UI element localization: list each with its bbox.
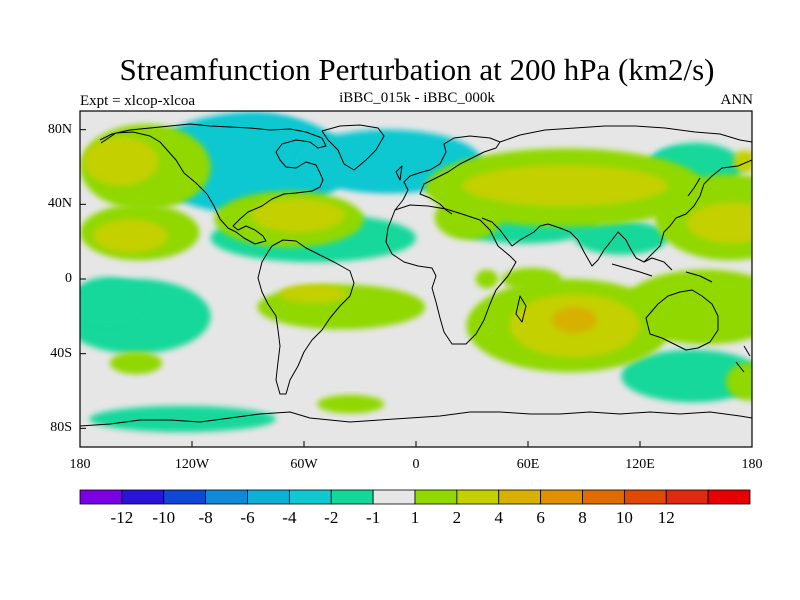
colorbar-swatch	[707, 489, 751, 505]
coastline-africa	[385, 204, 517, 345]
field-region-30	[475, 269, 499, 289]
field-region-33	[83, 137, 159, 186]
coastline-new-zealand	[735, 345, 751, 373]
field-region-40	[552, 307, 598, 334]
coastline-indonesia	[611, 257, 713, 283]
colorbar-swatch	[330, 489, 374, 505]
y-tick-label: 40S	[50, 345, 72, 361]
colorbar-swatch	[498, 489, 542, 505]
x-tick-label: 120W	[174, 457, 210, 472]
colorbar-label: -6	[240, 508, 255, 527]
coastline-japan	[687, 177, 701, 197]
x-tick-label: 180	[741, 457, 763, 472]
y-tick-label: 40N	[47, 196, 72, 212]
axis-ticks	[79, 129, 753, 447]
colorbar-label: 12	[657, 508, 675, 527]
coastline-british-isles	[395, 165, 403, 181]
colorbar-label: -8	[198, 508, 213, 527]
colorbar-label: -4	[282, 508, 297, 527]
colorbar-label: 4	[494, 508, 504, 527]
x-tick-label: 60E	[516, 457, 540, 472]
field-region-34	[93, 219, 168, 253]
coastline-antarctica	[80, 411, 752, 427]
colorbar-swatch	[79, 489, 123, 505]
streamfunction-field	[80, 112, 752, 433]
colorbar-swatch	[414, 489, 458, 505]
field-region-28	[109, 351, 163, 375]
field-region-22	[434, 195, 502, 240]
colorbar-swatch	[540, 489, 583, 505]
field-region-35	[251, 198, 346, 233]
colorbar-swatch	[247, 489, 290, 505]
field-region-29	[317, 394, 385, 414]
colorbar-label: -2	[324, 508, 339, 527]
colorbar-label: 2	[452, 508, 462, 527]
field-region-32	[462, 165, 668, 207]
map-title: Streamfunction Perturbation at 200 hPa (…	[119, 52, 715, 87]
coastline-greenland	[321, 124, 385, 171]
colorbar-label: -1	[366, 508, 381, 527]
field-region-36	[686, 202, 752, 244]
field-region-39	[733, 150, 752, 173]
colorbar-label: -10	[152, 508, 176, 527]
field-region-27	[621, 269, 752, 345]
colorbar-label: 10	[615, 508, 633, 527]
experiment-label: Expt = xlcop-xlcoa	[80, 93, 196, 109]
colorbar-swatch	[665, 489, 709, 505]
colorbar-label: 6	[536, 508, 545, 527]
colorbar-swatch	[288, 489, 332, 505]
field-region-11	[89, 405, 276, 433]
x-tick-label: 120E	[625, 457, 655, 472]
field-region-13	[574, 221, 668, 255]
colorbar-label: 1	[410, 508, 420, 527]
colorbar-swatch	[163, 489, 207, 505]
x-tick-label: 60W	[290, 457, 318, 472]
colorbar-swatch	[372, 489, 416, 505]
field-region-17	[80, 277, 146, 326]
season-label: ANN	[720, 92, 754, 108]
coastline-australia	[645, 289, 719, 351]
field-region-31	[725, 363, 752, 401]
case-difference-label: iBBC_015k - iBBC_000k	[339, 90, 495, 106]
coastline-north-america	[99, 123, 327, 245]
coastline-south-america	[257, 239, 355, 395]
colorbar-label: 8	[578, 508, 587, 527]
coastline-madagascar	[515, 295, 527, 323]
y-tick-label: 0	[65, 271, 72, 286]
y-tick-label: 80N	[47, 121, 72, 137]
field-region-14	[621, 349, 752, 403]
colorbar	[79, 489, 751, 505]
x-tick-label: 180	[69, 457, 91, 472]
colorbar-label: -12	[110, 508, 134, 527]
colorbar-swatch	[121, 489, 165, 505]
coastline-asia	[481, 125, 752, 267]
x-tick-label: 0	[412, 457, 420, 472]
y-tick-label: 80S	[50, 420, 72, 436]
colorbar-swatch	[623, 489, 667, 505]
colorbar-swatch	[582, 489, 625, 505]
coastline-europe	[394, 135, 501, 215]
colorbar-swatch	[456, 489, 500, 505]
field-region-38	[279, 284, 347, 304]
colorbar-swatch	[205, 489, 248, 505]
coastlines	[80, 123, 752, 427]
